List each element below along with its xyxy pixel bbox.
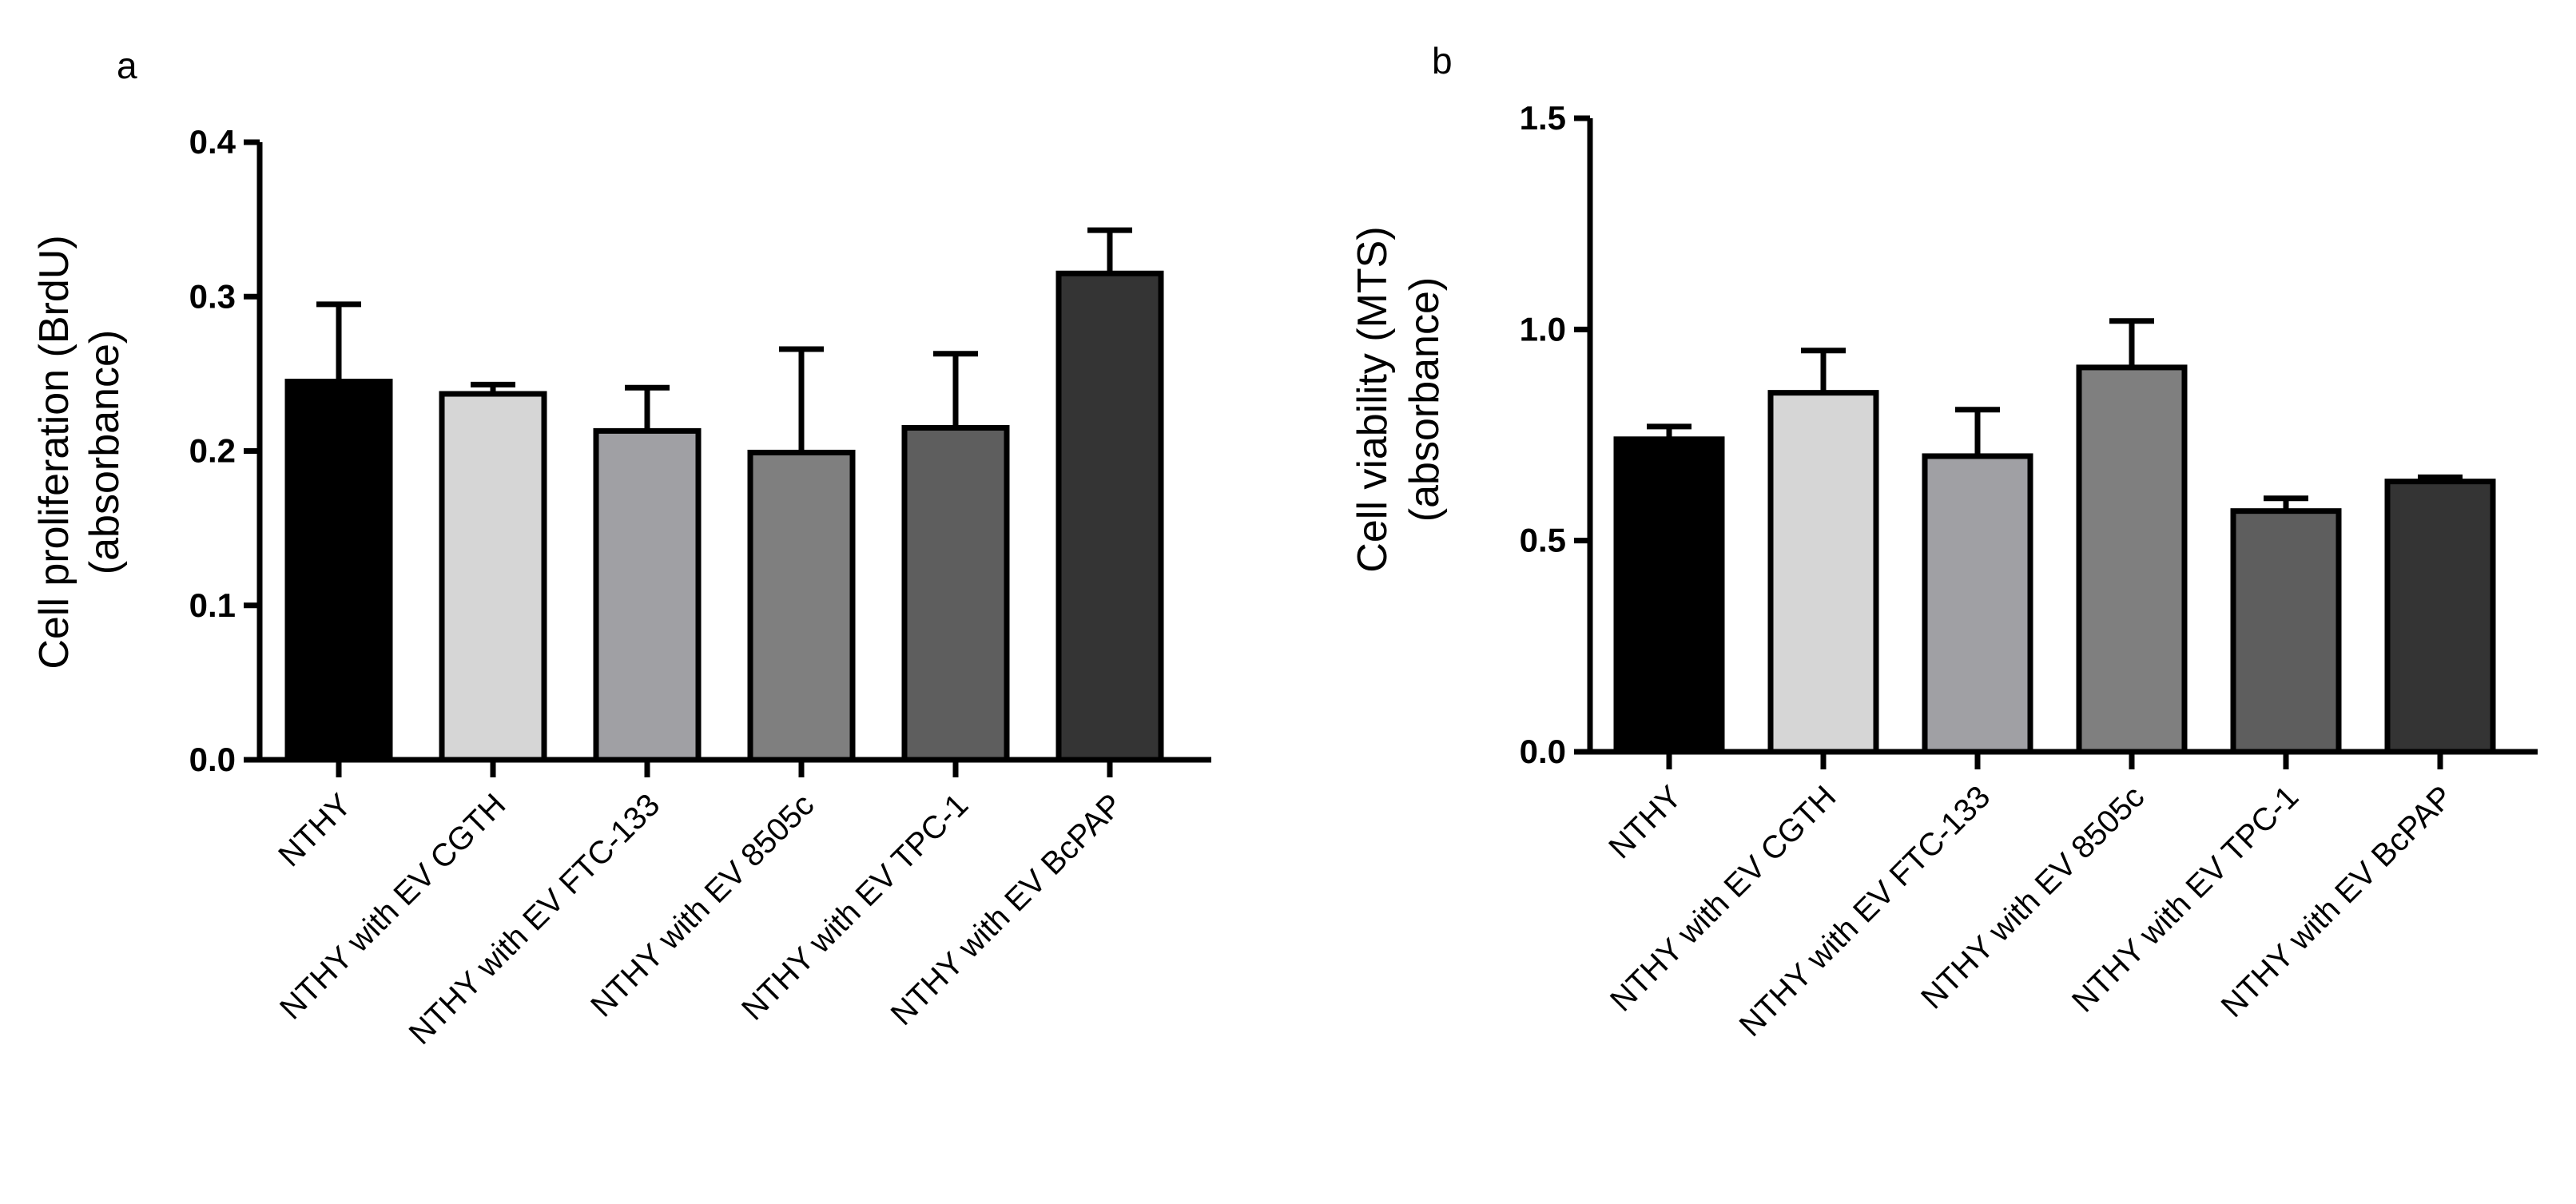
- panel-b-yticks: 0.0 0.5 1.0 1.5: [1520, 99, 1590, 770]
- panel-b-ylabel-line1: Cell viability (MTS): [1350, 226, 1396, 572]
- ytick-label: 0.0: [189, 741, 236, 778]
- panel-a-ylabel-line2: (absorbance): [81, 330, 128, 574]
- category-label: NTHY with EV FTC-133: [403, 787, 667, 1051]
- bar: [284, 379, 393, 763]
- bar: [1767, 390, 1879, 755]
- panel-b-xticks: [1666, 752, 2443, 769]
- panel-a-error-bars: [316, 227, 1132, 453]
- ytick-label: 0.4: [189, 123, 237, 161]
- panel-a-yticks: 0.0 0.1 0.2 0.3 0.4: [189, 123, 260, 778]
- ytick-label: 0.2: [189, 432, 236, 470]
- category-label: NTHY: [1602, 779, 1688, 865]
- panel-b-letter: b: [1432, 40, 1453, 81]
- bar: [2230, 508, 2342, 755]
- ytick-label: 0.1: [189, 586, 236, 624]
- ytick-label: 0.0: [1520, 733, 1566, 770]
- ytick-label: 0.3: [189, 277, 236, 315]
- panel-a-letter: a: [117, 45, 137, 86]
- category-label: NTHY: [272, 787, 358, 873]
- bar: [2384, 479, 2496, 755]
- panel-a-ylabel-line1: Cell proliferation (BrdU): [31, 235, 78, 669]
- bar: [1922, 453, 2033, 755]
- panel-b-ylabel-line2: (absorbance): [1401, 277, 1448, 522]
- bar: [2076, 364, 2188, 755]
- panel-a: a Cell proliferation (BrdU) (absorbance)…: [31, 45, 1211, 1051]
- bar: [593, 427, 702, 763]
- category-label: NTHY with EV FTC-133: [1733, 779, 1998, 1043]
- ytick-label: 0.5: [1520, 522, 1566, 559]
- ytick-label: 1.0: [1520, 310, 1566, 348]
- bar: [1613, 436, 1725, 755]
- bar: [439, 391, 547, 763]
- panel-b-error-bars: [1647, 318, 2463, 511]
- bar: [901, 425, 1010, 763]
- bar: [747, 449, 856, 763]
- panel-b-bars: [1613, 364, 2496, 755]
- ytick-label: 1.5: [1520, 99, 1566, 137]
- panel-b: b Cell viability (MTS) (absorbance) 0.00…: [1350, 40, 2538, 1043]
- panel-a-xticks: [336, 760, 1113, 777]
- bar: [1055, 270, 1164, 763]
- panel-a-bars: [284, 270, 1164, 763]
